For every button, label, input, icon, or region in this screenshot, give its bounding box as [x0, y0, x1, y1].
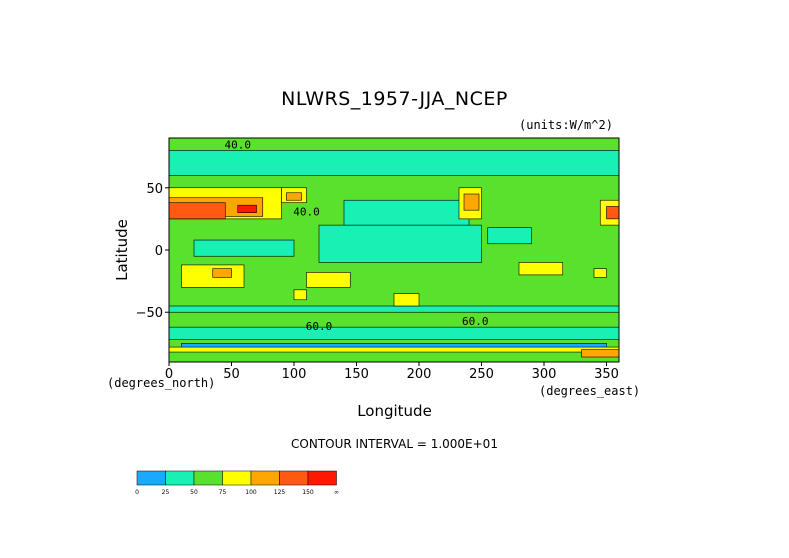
colorbar-swatch-3 [222, 470, 252, 486]
colorbar-label-3: 75 [219, 489, 227, 496]
colorbar-swatch-0 [136, 470, 166, 486]
contour-label-3: 60.0 [462, 315, 489, 328]
y-tick-label-1: 0 [155, 244, 163, 259]
field-region-16 [463, 193, 480, 211]
field-region-27 [581, 349, 620, 358]
x-tick-label-3: 150 [344, 367, 369, 382]
colorbar-swatch-4 [250, 470, 280, 486]
colorbar-label-1: 25 [162, 489, 170, 496]
x-tick-label-0: 0 [165, 367, 173, 382]
field-region-2 [318, 224, 482, 263]
field-region-4 [193, 239, 295, 257]
y-tick-label-0: 50 [146, 182, 163, 197]
field-region-20 [212, 268, 232, 278]
colorbar-label-2: 50 [190, 489, 198, 496]
field-region-18 [606, 206, 620, 220]
contour-label-2: 60.0 [306, 320, 333, 333]
colorbar-swatch-2 [193, 470, 223, 486]
contour-label-1: 40.0 [293, 206, 320, 219]
units-label: (units:W/m^2) [519, 118, 613, 132]
x-tick-label-4: 200 [407, 367, 432, 382]
colorbar-swatch-5 [279, 470, 309, 486]
colorbar-label-0: 0 [135, 489, 139, 496]
x-tick-label-2: 100 [282, 367, 307, 382]
x-unit-right-label: (degrees_east) [539, 384, 641, 398]
colorbar-label-5: 125 [274, 489, 286, 496]
chart-title: NLWRS_1957-JJA_NCEP [281, 88, 508, 110]
x-tick-label-7: 350 [594, 367, 619, 382]
x-tick-label-1: 50 [223, 367, 240, 382]
contour-interval-label: CONTOUR INTERVAL = 1.000E+01 [291, 437, 498, 451]
colorbar-swatch-1 [165, 470, 195, 486]
field-region-6 [168, 326, 620, 340]
x-tick-label-6: 300 [532, 367, 557, 382]
colorbar-label-7: ∞ [334, 489, 339, 496]
field-region-22 [293, 289, 307, 301]
field-region-14 [286, 192, 302, 201]
field-region-5 [487, 227, 532, 245]
colorbar-label-4: 100 [245, 489, 257, 496]
contour-label-0: 40.0 [225, 138, 252, 151]
field-region-24 [518, 262, 564, 276]
x-axis-label: Longitude [357, 402, 432, 420]
field-region-26 [168, 346, 620, 353]
colorbar-label-6: 150 [302, 489, 314, 496]
field-region-3 [343, 199, 470, 226]
field-region-12 [237, 204, 257, 213]
field-region-25 [593, 268, 607, 278]
field-region-7 [168, 305, 620, 313]
field-region-11 [168, 202, 226, 220]
y-tick-label-2: −50 [136, 306, 163, 321]
field-region-1 [168, 150, 620, 176]
x-unit-left-label: (degrees_north) [107, 376, 216, 390]
field-region-21 [306, 272, 351, 288]
x-tick-label-5: 250 [469, 367, 494, 382]
colorbar-swatch-6 [307, 470, 337, 486]
field-region-23 [393, 293, 420, 307]
